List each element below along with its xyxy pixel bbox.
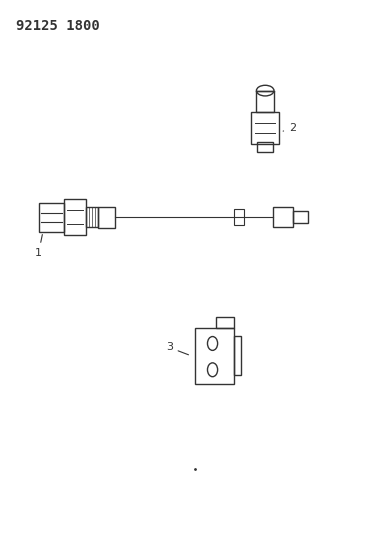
Bar bbox=[273, 207, 292, 228]
Bar bbox=[216, 317, 234, 328]
Bar bbox=[292, 211, 308, 223]
Bar bbox=[234, 209, 244, 225]
Text: 3: 3 bbox=[166, 342, 188, 355]
Bar bbox=[64, 199, 86, 236]
Bar bbox=[251, 112, 279, 144]
Bar bbox=[195, 328, 234, 384]
Text: 1: 1 bbox=[35, 235, 43, 258]
Bar bbox=[257, 91, 274, 112]
Bar bbox=[39, 203, 64, 232]
Text: 92125 1800: 92125 1800 bbox=[16, 19, 99, 33]
Bar bbox=[234, 336, 241, 375]
Bar bbox=[98, 207, 115, 228]
Bar bbox=[257, 142, 273, 152]
Bar bbox=[86, 207, 98, 228]
Text: 2: 2 bbox=[283, 123, 296, 133]
